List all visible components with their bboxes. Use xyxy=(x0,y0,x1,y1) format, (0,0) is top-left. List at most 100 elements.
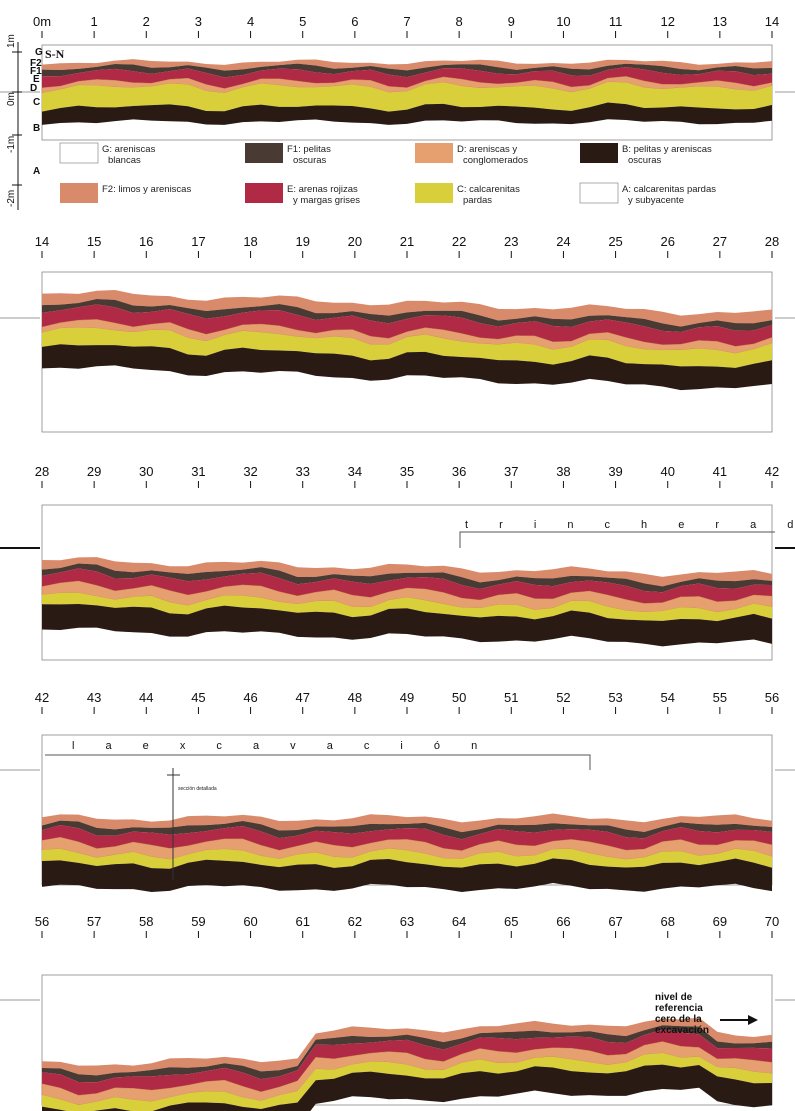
tick-label: 36 xyxy=(452,464,466,479)
tick-label: 21 xyxy=(400,234,414,249)
tick-label: 26 xyxy=(660,234,674,249)
tick-label: 40 xyxy=(660,464,674,479)
tick-label: 59 xyxy=(191,914,205,929)
tick-label: 62 xyxy=(348,914,362,929)
tick-label: 42 xyxy=(35,690,49,705)
reference-line-1: nivel de xyxy=(655,992,693,1003)
legend-swatch xyxy=(415,143,453,163)
tick-label: 23 xyxy=(504,234,518,249)
tick-label: 17 xyxy=(191,234,205,249)
tick-label: 0m xyxy=(33,14,51,29)
layer-c xyxy=(42,81,772,112)
side-label-g: G xyxy=(35,47,43,58)
side-label-c: C xyxy=(33,97,40,108)
reference-line-4: excavación xyxy=(655,1025,709,1036)
orientation-label: S-N xyxy=(45,47,65,61)
tick-label: 65 xyxy=(504,914,518,929)
tick-label: 53 xyxy=(608,690,622,705)
legend-swatch xyxy=(60,183,98,203)
layer-d xyxy=(41,1041,773,1106)
tick-label: 1 xyxy=(91,14,98,29)
tick-label: 60 xyxy=(243,914,257,929)
side-label-f2: F2 xyxy=(30,58,42,69)
legend-label: D: areniscas y xyxy=(457,144,517,155)
tick-label: 6 xyxy=(351,14,358,29)
tick-label: 57 xyxy=(87,914,101,929)
tick-label: 58 xyxy=(139,914,153,929)
trench-annotation-1: t r i n c h e r a d e xyxy=(459,519,795,548)
layer-f1 xyxy=(42,563,772,593)
tick-label: 15 xyxy=(87,234,101,249)
tick-label: 38 xyxy=(556,464,570,479)
tick-label: 44 xyxy=(139,690,153,705)
legend-swatch xyxy=(579,182,619,204)
legend-swatch xyxy=(245,143,283,163)
tick-label: 11 xyxy=(609,14,623,29)
side-label-b: B xyxy=(33,123,40,134)
legend-label-line2: oscuras xyxy=(628,155,662,166)
trench-text-1: t r i n c h e r a d e xyxy=(465,519,795,531)
legend-label: E: arenas rojizas xyxy=(287,184,358,195)
reference-line-2: referencia xyxy=(655,1003,703,1014)
side-label-e: E xyxy=(33,74,40,85)
tick-label: 29 xyxy=(87,464,101,479)
panel-1: 0m 1 2 3 4 5 6 7 8 9 10 11 12 13 14 xyxy=(0,14,795,141)
tick-label: 14 xyxy=(35,234,49,249)
tick-label: 51 xyxy=(504,690,518,705)
tick-label: 35 xyxy=(400,464,414,479)
layer-b xyxy=(42,344,772,391)
layer-b xyxy=(42,102,772,125)
tick-label: 24 xyxy=(556,234,570,249)
tick-label: 46 xyxy=(243,690,257,705)
legend-label: B: pelitas y areniscas xyxy=(622,144,712,155)
tick-label: 49 xyxy=(400,690,414,705)
tick-label: 34 xyxy=(348,464,362,479)
tick-label: 66 xyxy=(556,914,570,929)
side-label-f1: F1 xyxy=(30,66,42,77)
tick-label: 30 xyxy=(139,464,153,479)
tick-label: 8 xyxy=(456,14,463,29)
tick-label: 69 xyxy=(713,914,727,929)
tick-label: 2 xyxy=(143,14,150,29)
legend-label: C: calcarenitas xyxy=(457,184,520,195)
layer-c xyxy=(42,327,772,368)
layer-b xyxy=(42,1064,772,1111)
tick-label: 14 xyxy=(765,14,779,29)
detail-marker: sección detallada xyxy=(167,768,217,880)
tick-label: 13 xyxy=(713,14,727,29)
tick-label: 50 xyxy=(452,690,466,705)
layer-f2 xyxy=(42,557,772,587)
detail-label: sección detallada xyxy=(178,786,217,792)
layer-f2 xyxy=(42,59,772,71)
tick-label: 52 xyxy=(556,690,570,705)
layer-c xyxy=(42,592,772,622)
tick-label: 12 xyxy=(660,14,674,29)
side-label-d: D xyxy=(30,83,37,94)
legend-swatch xyxy=(415,183,453,203)
layer-f1 xyxy=(42,1025,772,1083)
tick-label: 41 xyxy=(713,464,727,479)
legend-item-f2: F2: limos y areniscas xyxy=(60,183,191,203)
tick-label: 55 xyxy=(713,690,727,705)
tick-label: 9 xyxy=(508,14,515,29)
legend-swatch xyxy=(59,142,99,164)
tick-label: 7 xyxy=(403,14,410,29)
panel-5: 56 57 58 59 60 61 62 63 64 65 66 67 68 69 70 xyxy=(0,914,795,1111)
tick-label: 64 xyxy=(452,914,466,929)
tick-label: 4 xyxy=(247,14,254,29)
legend-swatch xyxy=(580,143,618,163)
tick-label: 22 xyxy=(452,234,466,249)
layer-f2 xyxy=(42,289,772,327)
tick-label: 43 xyxy=(87,690,101,705)
layer-c xyxy=(42,848,772,869)
layer-f1 xyxy=(42,820,772,840)
tick-label: 18 xyxy=(243,234,257,249)
layer-side-labels: G F2 F1 E D C B A xyxy=(30,47,43,177)
tick-label: 54 xyxy=(660,690,674,705)
layer-b xyxy=(42,858,772,892)
tick-label: 56 xyxy=(765,690,779,705)
